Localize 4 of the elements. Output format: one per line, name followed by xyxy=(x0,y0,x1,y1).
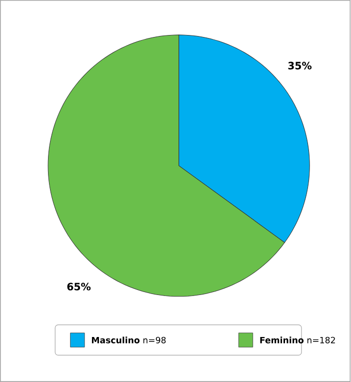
data-label: 35% xyxy=(288,62,312,70)
data-label: 65% xyxy=(68,282,91,290)
legend-label: Masculino n=98 xyxy=(92,336,166,344)
legend-label: Feminino n=182 xyxy=(260,336,336,344)
